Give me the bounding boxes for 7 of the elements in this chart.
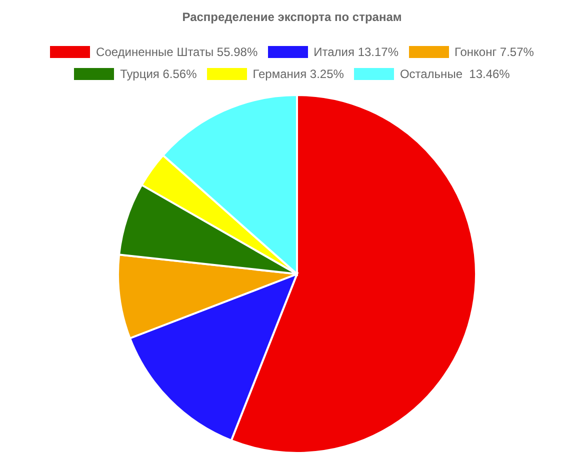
legend-label: Германия 3.25% xyxy=(252,66,344,83)
legend-label: Гонконг 7.57% xyxy=(454,44,534,61)
legend-label: Остальные 13.46% xyxy=(400,66,510,83)
legend-label: Италия 13.17% xyxy=(314,44,399,61)
chart-title: Распределение экспорта по странам xyxy=(181,9,403,25)
legend-label: Турция 6.56% xyxy=(120,66,197,83)
legend-label: Соединенные Штаты 55.98% xyxy=(96,44,258,61)
